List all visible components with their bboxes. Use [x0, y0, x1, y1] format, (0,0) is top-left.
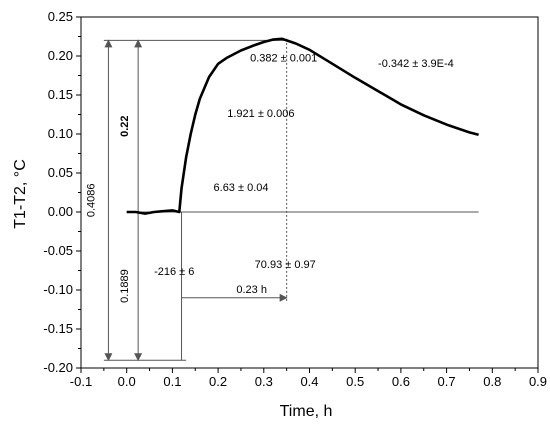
vertical-annotation-label: 0.22: [119, 115, 131, 136]
x-tick-label: 0.4: [300, 374, 318, 389]
x-tick-label: 0.6: [392, 374, 410, 389]
y-tick-label: 0.20: [48, 48, 73, 63]
x-tick-label: 0.1: [163, 374, 181, 389]
series-layer: [126, 37, 479, 215]
reference-lines: [103, 38, 479, 362]
series-line-0: [126, 37, 479, 215]
y-tick-label: -0.20: [43, 360, 73, 375]
x-tick-label: 0.3: [255, 374, 273, 389]
y-tick-label: 0.25: [48, 9, 73, 24]
y-tick-label: 0.05: [48, 165, 73, 180]
y-tick-label: -0.05: [43, 243, 73, 258]
annotation-label: 1.921 ± 0.006: [227, 108, 294, 120]
plot-frame: [80, 16, 539, 369]
y-tick-label: -0.10: [43, 282, 73, 297]
vertical-annotation-label: 0.1889: [119, 269, 131, 303]
y-axis-ticks: -0.20 -0.15 -0.10 -0.05 0.00 0.05 0.10 0.15 0.20…: [43, 9, 81, 375]
x-tick-label: -0.1: [70, 374, 92, 389]
y-tick-label: 0.10: [48, 126, 73, 141]
annotation-label: 70.93 ± 0.97: [255, 259, 316, 271]
y-tick-label: 0.15: [48, 87, 73, 102]
y-tick-label: -0.15: [43, 321, 73, 336]
annotation-label: -0.342 ± 3.9E-4: [378, 58, 454, 70]
x-tick-label: 0.7: [438, 374, 456, 389]
x-tick-label: 0.8: [483, 374, 501, 389]
annotation-label: 0.382 ± 0.001: [250, 52, 317, 64]
x-tick-label: 0.5: [346, 374, 364, 389]
y-axis-label: T1-T2, °C: [12, 159, 29, 229]
x-axis-ticks: -0.1 0.0 0.1 0.2 0.3 0.4 0.5 0.6 0.7 0.8 0.9: [70, 368, 547, 389]
annotations: 0.382 ± 0.001 -0.342 ± 3.9E-4 1.921 ± 0.00…: [86, 52, 454, 302]
vertical-annotation-label: 0.4086: [86, 183, 98, 217]
annotation-label: 6.63 ± 0.04: [214, 182, 269, 194]
x-tick-label: 0.0: [118, 374, 136, 389]
plot-axes: [80, 16, 539, 369]
annotation-label: -216 ± 6: [154, 266, 194, 278]
annotation-label: 0.23 h: [236, 284, 267, 296]
x-axis-label: Time, h: [280, 403, 333, 420]
x-tick-label: 0.2: [209, 374, 227, 389]
x-tick-label: 0.9: [529, 374, 547, 389]
y-tick-label: 0.00: [48, 204, 73, 219]
